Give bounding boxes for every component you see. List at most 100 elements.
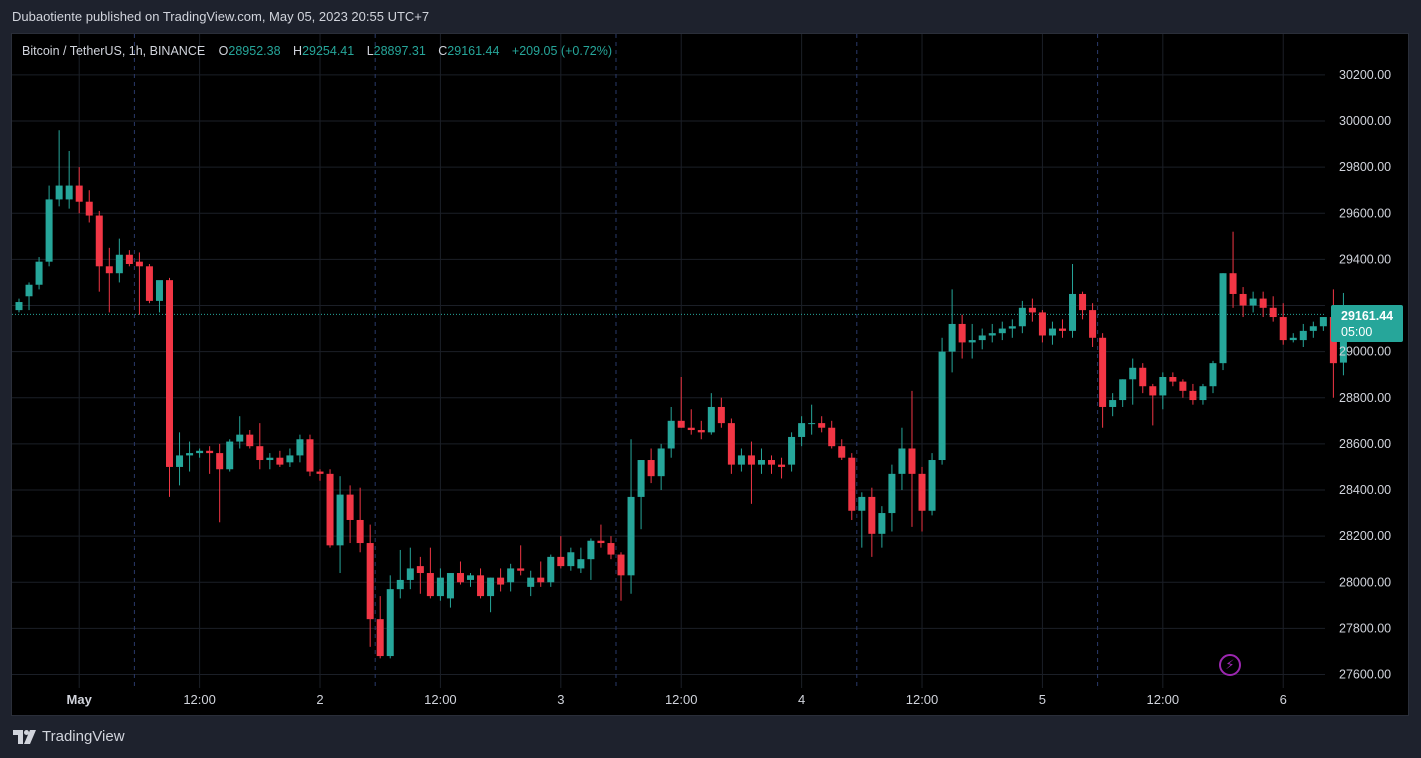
price-tick-label: 29400.00 xyxy=(1339,252,1391,266)
candle-down xyxy=(1279,303,1287,345)
candle-body xyxy=(918,473,926,511)
candle-body xyxy=(607,543,615,555)
candle-body xyxy=(1249,298,1257,306)
candle-body xyxy=(1219,273,1227,364)
candle-body xyxy=(216,453,224,470)
candle-up xyxy=(1159,372,1167,410)
candle-up xyxy=(1199,383,1207,405)
candle-down xyxy=(778,457,786,479)
candle-down xyxy=(537,561,545,587)
candle-body xyxy=(788,436,796,465)
last-price-tag: 29161.44 05:00 xyxy=(1331,305,1403,342)
candle-up xyxy=(1018,300,1026,334)
candle-down xyxy=(216,443,224,523)
candle-up xyxy=(1309,321,1317,338)
candle-down xyxy=(1079,291,1087,320)
candle-body xyxy=(1299,330,1307,341)
candle-up xyxy=(226,439,234,472)
candle-body xyxy=(647,460,655,477)
candle-body xyxy=(1209,363,1217,387)
candle-down xyxy=(1239,287,1247,318)
chart-panel[interactable] xyxy=(11,33,1409,716)
candle-body xyxy=(1179,381,1187,391)
tradingview-branding[interactable]: TradingView xyxy=(13,728,125,745)
candle-up xyxy=(788,432,796,472)
candle-body xyxy=(416,566,424,574)
bar-countdown: 05:00 xyxy=(1341,325,1373,339)
candle-up xyxy=(396,549,404,599)
candle-down xyxy=(747,441,755,504)
candle-up xyxy=(928,453,936,516)
candle-body xyxy=(145,266,153,301)
candle-body xyxy=(958,323,966,343)
candle-body xyxy=(697,430,705,433)
candle-body xyxy=(798,423,806,437)
candle-body xyxy=(948,323,956,352)
candle-body xyxy=(537,577,545,583)
candle-body xyxy=(567,552,575,567)
candle-body xyxy=(396,579,404,590)
candle-body xyxy=(1239,293,1247,306)
candle-down xyxy=(497,568,505,592)
candle-body xyxy=(1058,328,1066,331)
change-value: +209.05 (+0.72%) xyxy=(511,44,612,58)
candle-down xyxy=(717,397,725,428)
candle-body xyxy=(757,460,765,465)
price-tick-label: 30000.00 xyxy=(1339,114,1391,128)
candle-down xyxy=(1139,363,1147,394)
candle-up xyxy=(707,393,715,435)
candle-body xyxy=(848,457,856,511)
candle-body xyxy=(206,450,214,454)
candle-body xyxy=(808,423,816,425)
low-value: 28897.31 xyxy=(373,44,426,58)
candle-up xyxy=(196,448,204,458)
candle-down xyxy=(597,524,605,548)
candle-up xyxy=(236,416,244,449)
candle-body xyxy=(487,577,495,597)
candle-body xyxy=(386,589,394,657)
candle-down xyxy=(768,455,776,474)
candle-up xyxy=(547,554,555,587)
candle-body xyxy=(85,201,93,216)
candle-body xyxy=(818,423,826,428)
candle-body xyxy=(1038,312,1046,336)
tradingview-logo-icon xyxy=(13,729,36,744)
candle-up xyxy=(998,321,1006,341)
candle-body xyxy=(677,420,685,428)
candle-up xyxy=(577,547,585,574)
candle-body xyxy=(105,266,113,274)
candle-body xyxy=(727,423,735,465)
candle-up xyxy=(968,323,976,359)
candle-body xyxy=(1229,273,1237,294)
candle-down xyxy=(1058,319,1066,338)
candle-body xyxy=(356,519,364,544)
candle-up xyxy=(467,573,475,587)
candles xyxy=(15,130,1347,659)
symbol-name[interactable]: Bitcoin / TetherUS, 1h, BINANCE xyxy=(22,44,206,58)
candle-body xyxy=(517,568,525,571)
candle-up xyxy=(898,427,906,490)
candle-down xyxy=(206,446,214,474)
candle-up xyxy=(266,453,274,470)
candle-up xyxy=(446,573,454,608)
candle-down xyxy=(346,485,354,544)
candle-up xyxy=(587,538,595,580)
candle-body xyxy=(908,448,916,474)
time-tick-label: 12:00 xyxy=(424,692,457,707)
candle-body xyxy=(778,464,786,467)
candle-body xyxy=(1269,307,1277,318)
lightning-bolt-icon[interactable]: ⚡ xyxy=(1219,654,1241,676)
time-axis: May 12:00 2 12:00 3 12:00 4 12:00 5 12:00 6 xyxy=(67,692,1287,707)
candle-up xyxy=(1119,379,1127,407)
candle-up xyxy=(858,492,866,548)
candle-down xyxy=(1099,333,1107,428)
candle-body xyxy=(266,457,274,461)
candle-body xyxy=(1018,307,1026,327)
candle-body xyxy=(286,455,294,463)
candle-body xyxy=(497,577,505,585)
candle-body xyxy=(336,494,344,546)
time-tick-label: 4 xyxy=(798,692,805,707)
candle-down xyxy=(256,423,264,470)
candle-body xyxy=(426,573,434,597)
